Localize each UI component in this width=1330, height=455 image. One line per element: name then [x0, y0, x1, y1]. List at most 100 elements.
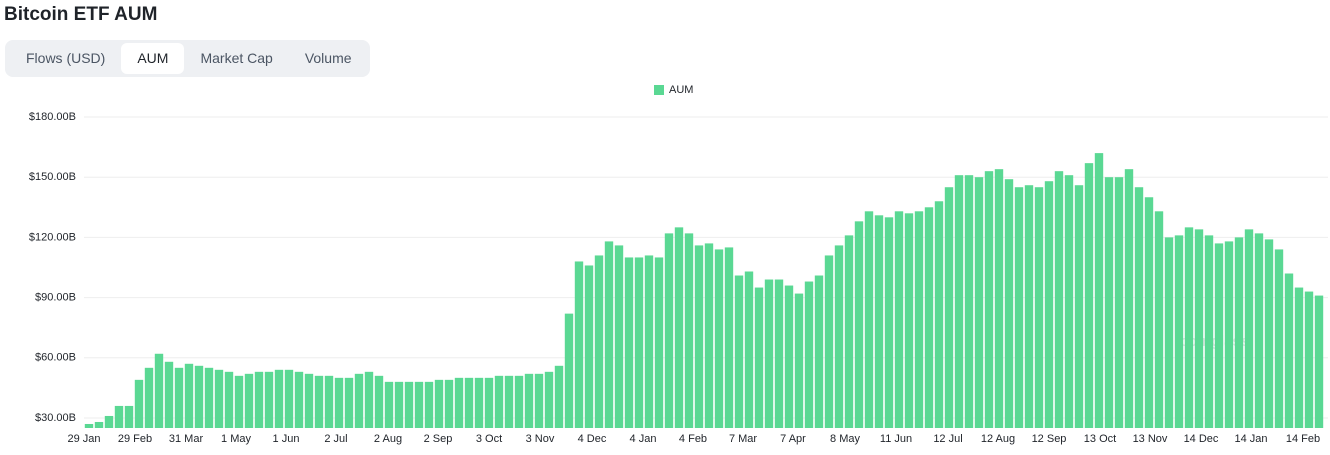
bar — [694, 245, 704, 428]
bar — [154, 353, 164, 428]
bar — [1304, 291, 1314, 428]
bar — [294, 371, 304, 428]
bar — [924, 207, 934, 428]
bar — [964, 175, 974, 428]
bar — [784, 285, 794, 428]
bar — [264, 371, 274, 428]
legend-swatch[interactable] — [654, 85, 664, 95]
bar — [744, 271, 754, 428]
bar — [944, 187, 954, 428]
bar — [674, 227, 684, 428]
bar — [844, 235, 854, 428]
y-tick-label: $150.00B — [29, 171, 76, 183]
x-tick-label: 29 Feb — [118, 433, 152, 445]
tab[interactable]: Volume — [304, 50, 352, 66]
y-tick-label: $180.00B — [29, 111, 76, 123]
x-tick-label: 12 Sep — [1032, 433, 1067, 445]
bar — [604, 241, 614, 428]
bar — [484, 377, 494, 428]
bar — [1044, 181, 1054, 428]
bar — [424, 381, 434, 428]
bar — [684, 233, 694, 428]
bar — [1074, 185, 1084, 428]
bar — [1314, 295, 1324, 428]
bar — [224, 371, 234, 428]
legend-label[interactable]: AUM — [669, 84, 693, 96]
bar — [1264, 239, 1274, 428]
bar — [494, 375, 504, 428]
bar — [894, 211, 904, 428]
bar — [1064, 175, 1074, 428]
bar — [104, 415, 114, 428]
bar — [824, 255, 834, 428]
bar — [764, 279, 774, 428]
bar — [1204, 235, 1214, 428]
x-tick-label: 1 Jun — [273, 433, 300, 445]
bar — [1224, 241, 1234, 428]
bar — [454, 377, 464, 428]
bar — [874, 215, 884, 428]
bar — [384, 381, 394, 428]
bar — [374, 375, 384, 428]
x-tick-label: 31 Mar — [169, 433, 204, 445]
x-tick-label: 11 Jun — [880, 433, 912, 445]
bar — [774, 279, 784, 428]
bar — [934, 201, 944, 428]
bar — [734, 275, 744, 428]
bar — [794, 293, 804, 428]
tab[interactable]: Flows (USD) — [26, 50, 106, 66]
bar — [364, 371, 374, 428]
bar — [1214, 243, 1224, 428]
bar — [1124, 169, 1134, 429]
bar — [1184, 227, 1194, 428]
bar — [1084, 163, 1094, 428]
bar — [1234, 237, 1244, 428]
bar — [254, 371, 264, 428]
x-tick-label: 29 Jan — [67, 433, 100, 445]
x-tick-label: 4 Feb — [679, 433, 707, 445]
bar — [434, 379, 444, 428]
bar — [124, 405, 134, 428]
bar — [834, 245, 844, 428]
bar — [234, 375, 244, 428]
bar — [554, 365, 564, 428]
tab-bar: Flows (USD) AUM Market Cap Volume — [5, 40, 370, 77]
bar — [704, 243, 714, 428]
bar — [1254, 233, 1264, 428]
bar — [664, 233, 674, 428]
bar — [314, 375, 324, 428]
bar — [524, 373, 534, 428]
x-tick-label: 13 Nov — [1133, 433, 1168, 445]
bar — [1294, 287, 1304, 428]
bar — [354, 373, 364, 428]
bar — [284, 369, 294, 428]
bar — [164, 361, 174, 428]
bar — [564, 313, 574, 428]
bar — [144, 367, 154, 428]
x-tick-label: 4 Jan — [630, 433, 657, 445]
tab[interactable]: Market Cap — [200, 50, 273, 66]
bar — [1094, 153, 1104, 428]
bar — [914, 211, 924, 428]
bar — [1114, 177, 1124, 428]
bar — [1154, 211, 1164, 428]
bar — [1054, 171, 1064, 428]
y-tick-label: $30.00B — [35, 412, 76, 424]
bar — [84, 423, 94, 428]
bar — [174, 367, 184, 428]
x-tick-label: 14 Jan — [1234, 433, 1267, 445]
bar — [1274, 249, 1284, 428]
bar — [464, 377, 474, 428]
bar — [624, 257, 634, 428]
bar — [1144, 197, 1154, 428]
bar — [584, 265, 594, 428]
bar — [754, 287, 764, 428]
x-tick-label: 7 Apr — [780, 433, 806, 445]
bar — [324, 375, 334, 428]
x-tick-label: 2 Sep — [424, 433, 453, 445]
bar — [514, 375, 524, 428]
bar — [614, 245, 624, 428]
tab[interactable]: AUM — [121, 43, 185, 74]
x-tick-label: 3 Oct — [476, 433, 502, 445]
